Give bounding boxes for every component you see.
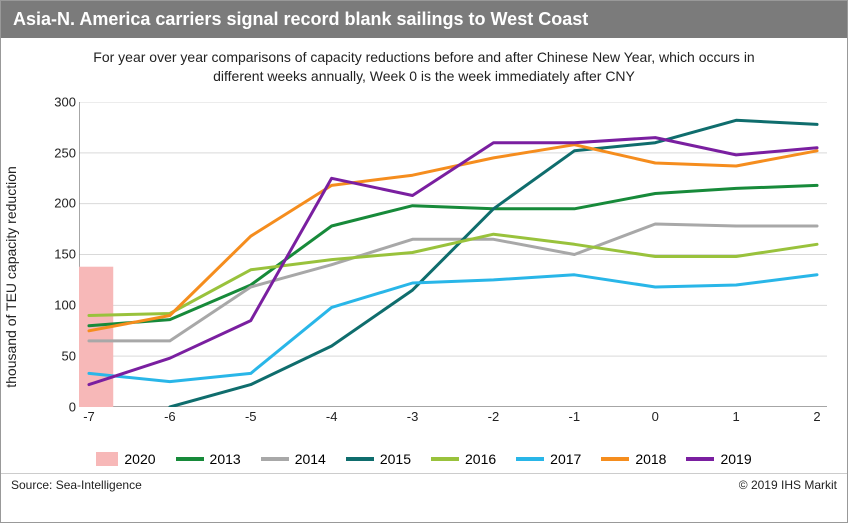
chart-subtitle: For year over year comparisons of capaci… [1,38,847,92]
legend-swatch-line [261,457,289,461]
y-tick-label: 250 [46,145,76,160]
y-tick-label: 100 [46,298,76,313]
legend-label: 2013 [210,451,241,467]
y-tick-label: 150 [46,247,76,262]
x-tick-label: 1 [733,409,740,424]
chart-footer: Source: Sea-Intelligence © 2019 IHS Mark… [1,473,847,498]
legend-item: 2017 [516,451,581,467]
y-tick-label: 0 [46,399,76,414]
chart-card: Asia-N. America carriers signal record b… [0,0,848,523]
source-text: Source: Sea-Intelligence [11,478,142,492]
plot-area [79,102,827,407]
chart-area: thousand of TEU capacity reduction 05010… [1,92,847,447]
legend-swatch-line [686,457,714,461]
legend-item: 2020 [96,451,155,467]
x-tick-label: -7 [83,409,95,424]
y-axis-ticks: 050100150200250300 [46,102,76,407]
legend-item: 2016 [431,451,496,467]
legend-label: 2019 [720,451,751,467]
legend-label: 2020 [124,451,155,467]
y-tick-label: 300 [46,94,76,109]
chart-title: Asia-N. America carriers signal record b… [1,1,847,38]
x-tick-label: -4 [326,409,338,424]
legend-swatch-rect [96,452,118,466]
legend-swatch-line [346,457,374,461]
legend-swatch-line [516,457,544,461]
y-axis-label: thousand of TEU capacity reduction [3,167,19,389]
copyright-text: © 2019 IHS Markit [739,478,837,492]
legend: 2020 2013 2014 2015 2016 2017 2018 2019 [1,447,847,473]
x-tick-label: -2 [488,409,500,424]
x-tick-label: 0 [652,409,659,424]
legend-item: 2018 [601,451,666,467]
x-tick-label: -1 [569,409,581,424]
y-tick-label: 200 [46,196,76,211]
legend-item: 2014 [261,451,326,467]
legend-label: 2016 [465,451,496,467]
x-tick-label: 2 [813,409,820,424]
legend-swatch-line [601,457,629,461]
x-tick-label: -6 [164,409,176,424]
legend-item: 2019 [686,451,751,467]
legend-label: 2018 [635,451,666,467]
legend-item: 2013 [176,451,241,467]
x-tick-label: -3 [407,409,419,424]
legend-swatch-line [431,457,459,461]
y-tick-label: 50 [46,348,76,363]
legend-item: 2015 [346,451,411,467]
chart-svg [79,102,827,407]
legend-label: 2014 [295,451,326,467]
legend-swatch-line [176,457,204,461]
x-axis-ticks: -7 -6 -5 -4 -3 -2 -1 0 1 2 [79,409,827,429]
legend-label: 2017 [550,451,581,467]
legend-label: 2015 [380,451,411,467]
x-tick-label: -5 [245,409,257,424]
